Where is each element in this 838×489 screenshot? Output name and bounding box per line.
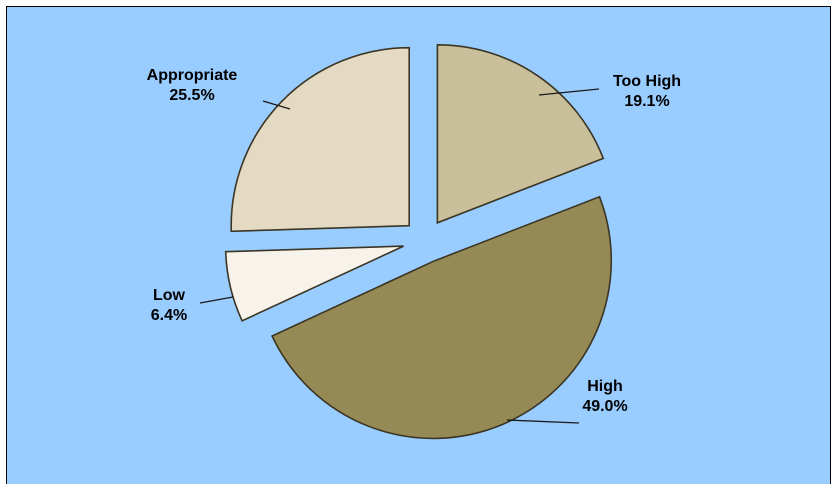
- slice-value-too-high: 19.1%: [624, 93, 669, 110]
- slice-value-high: 49.0%: [582, 398, 627, 415]
- leader-line-high: [506, 419, 580, 424]
- pie-slice-low: [224, 245, 404, 322]
- slice-value-low: 6.4%: [151, 307, 187, 324]
- slice-label-low: Low: [153, 287, 186, 304]
- leader-line-too-high: [538, 88, 600, 96]
- slice-value-appropriate: 25.5%: [169, 87, 214, 104]
- slice-label-appropriate: Appropriate: [147, 67, 238, 84]
- pie-chart: Too High 19.1% High 49.0% Low 6.4% Appropriate…: [7, 7, 830, 484]
- leader-line-low: [199, 296, 234, 304]
- pie-slice-too-high: [436, 43, 605, 224]
- slice-label-too-high: Too High: [613, 73, 681, 90]
- pie-slice-high: [271, 195, 613, 440]
- pie-slice-appropriate: [230, 46, 410, 233]
- slice-label-high: High: [587, 378, 623, 395]
- chart-frame: Too High 19.1% High 49.0% Low 6.4% Appropriate…: [6, 6, 831, 484]
- leader-line-appropriate: [262, 100, 291, 110]
